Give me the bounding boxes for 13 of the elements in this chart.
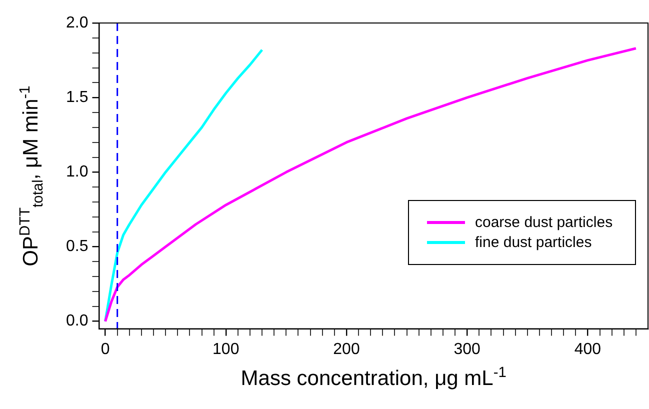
x-axis-title: Mass concentration, μg mL$^{-1}$ — [240, 364, 506, 391]
y-tick-label: 1.0 — [66, 164, 88, 181]
x-tick-label: 400 — [574, 340, 602, 358]
x-tick-label: 200 — [333, 340, 360, 358]
y-tick-label: 1.5 — [66, 88, 88, 106]
legend-label: coarse dust particles — [475, 214, 613, 232]
y-tick-label: 2.0 — [66, 14, 88, 32]
y-tick-label: 0.0 — [66, 312, 88, 330]
x-tick-label: 100 — [212, 340, 240, 358]
legend-label: fine dust particles — [475, 234, 592, 252]
x-tick-label: 300 — [454, 340, 481, 358]
y-tick-label: 0.5 — [66, 238, 88, 256]
x-tick-label: 0 — [100, 340, 110, 358]
